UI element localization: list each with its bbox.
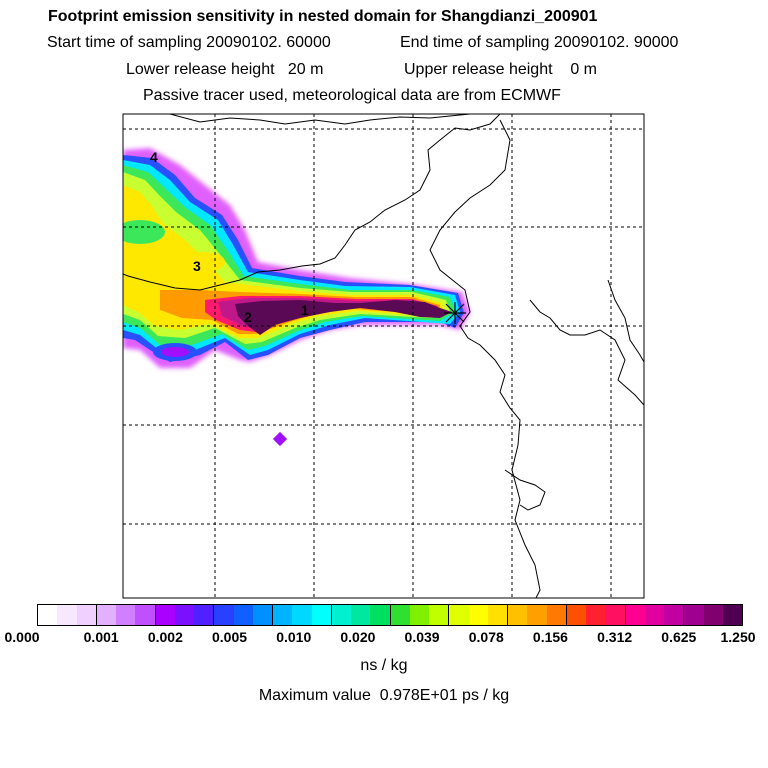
colorbar-tick-label: 0.625	[661, 629, 697, 645]
colorbar-segment	[331, 605, 351, 625]
colorbar-segment	[566, 605, 586, 625]
label-2: 2	[244, 309, 252, 325]
colorbar-segment	[644, 605, 664, 625]
coast-peninsula	[529, 299, 644, 406]
colorbar-segment	[409, 605, 429, 625]
plume-blob-lower-violet	[161, 347, 189, 357]
colorbar-tick-label: 0.039	[404, 629, 440, 645]
colorbar-tick-label: 0.020	[340, 629, 376, 645]
coastlines	[123, 114, 644, 598]
colorbar-segment	[155, 605, 175, 625]
coast-east	[429, 119, 541, 598]
colorbar-segment	[252, 605, 273, 625]
colorbar-segment	[527, 605, 547, 625]
colorbar-tick-label: 0.010	[276, 629, 312, 645]
upper-release-height-label: Upper release height 0 m	[404, 61, 597, 78]
colorbar-segment	[273, 605, 293, 625]
label-3: 3	[193, 258, 201, 274]
tracer-note: Passive tracer used, meteorological data…	[143, 87, 561, 104]
colorbar-segment	[508, 605, 528, 625]
colorbar-segment	[96, 605, 116, 625]
colorbar-segment	[449, 605, 469, 625]
colorbar-tick-label: 0.078	[468, 629, 504, 645]
colorbar-tick-label: 0.002	[147, 629, 183, 645]
colorbar-segment	[233, 605, 253, 625]
colorbar-segment	[311, 605, 332, 625]
colorbar-segment	[487, 605, 508, 625]
end-time-label: End time of sampling 20090102. 90000	[400, 34, 679, 51]
colorbar-segment	[586, 605, 606, 625]
colorbar-segment	[214, 605, 234, 625]
colorbar-segment	[703, 605, 723, 625]
colorbar-segment	[76, 605, 97, 625]
coast-bay	[504, 469, 546, 511]
border-north	[169, 114, 500, 125]
colorbar	[37, 604, 743, 626]
colorbar-tick-label: 0.001	[83, 629, 119, 645]
plume-isolated-point	[272, 431, 288, 447]
colorbar-segment	[625, 605, 645, 625]
colorbar-segment	[292, 605, 312, 625]
colorbar-segment	[57, 605, 77, 625]
colorbar-segment	[370, 605, 391, 625]
colorbar-tick-label: 0.312	[597, 629, 633, 645]
map-title: Footprint emission sensitivity in nested…	[48, 8, 598, 25]
map-frame	[122, 113, 645, 599]
colorbar-segment	[429, 605, 450, 625]
lower-release-height-label: Lower release height 20 m	[126, 61, 324, 78]
colorbar-tick-label: 0.005	[212, 629, 248, 645]
maximum-value-label: Maximum value 0.978E+01 ps / kg	[258, 687, 510, 704]
graticule	[123, 114, 644, 598]
colorbar-segment	[135, 605, 156, 625]
colorbar-segment	[664, 605, 685, 625]
colorbar-segment	[194, 605, 215, 625]
start-time-label: Start time of sampling 20090102. 60000	[47, 34, 331, 51]
colorbar-segment	[390, 605, 410, 625]
colorbar-tick-label: 0.156	[532, 629, 568, 645]
plume-peak	[235, 300, 452, 335]
plume-layer	[123, 148, 470, 447]
colorbar-segment	[605, 605, 626, 625]
colorbar-segment	[174, 605, 194, 625]
colorbar-segment	[722, 605, 742, 625]
coast-korea	[607, 279, 644, 363]
colorbar-segment	[684, 605, 704, 625]
colorbar-segment	[351, 605, 371, 625]
border-northeast	[123, 114, 501, 291]
receptor-marker	[444, 302, 466, 324]
label-1: 1	[301, 302, 309, 318]
label-4: 4	[150, 149, 158, 165]
colorbar-tick-label: 1.250	[720, 629, 756, 645]
colorbar-segment	[546, 605, 567, 625]
colorbar-segment	[468, 605, 488, 625]
colorbar-unit: ns / kg	[360, 657, 408, 674]
colorbar-segment	[38, 605, 58, 625]
plume-blob-upper-yellow	[185, 252, 225, 272]
colorbar-tick-label: 0.000	[4, 629, 40, 645]
plume-blob-upper-green	[123, 220, 165, 244]
colorbar-segment	[116, 605, 136, 625]
